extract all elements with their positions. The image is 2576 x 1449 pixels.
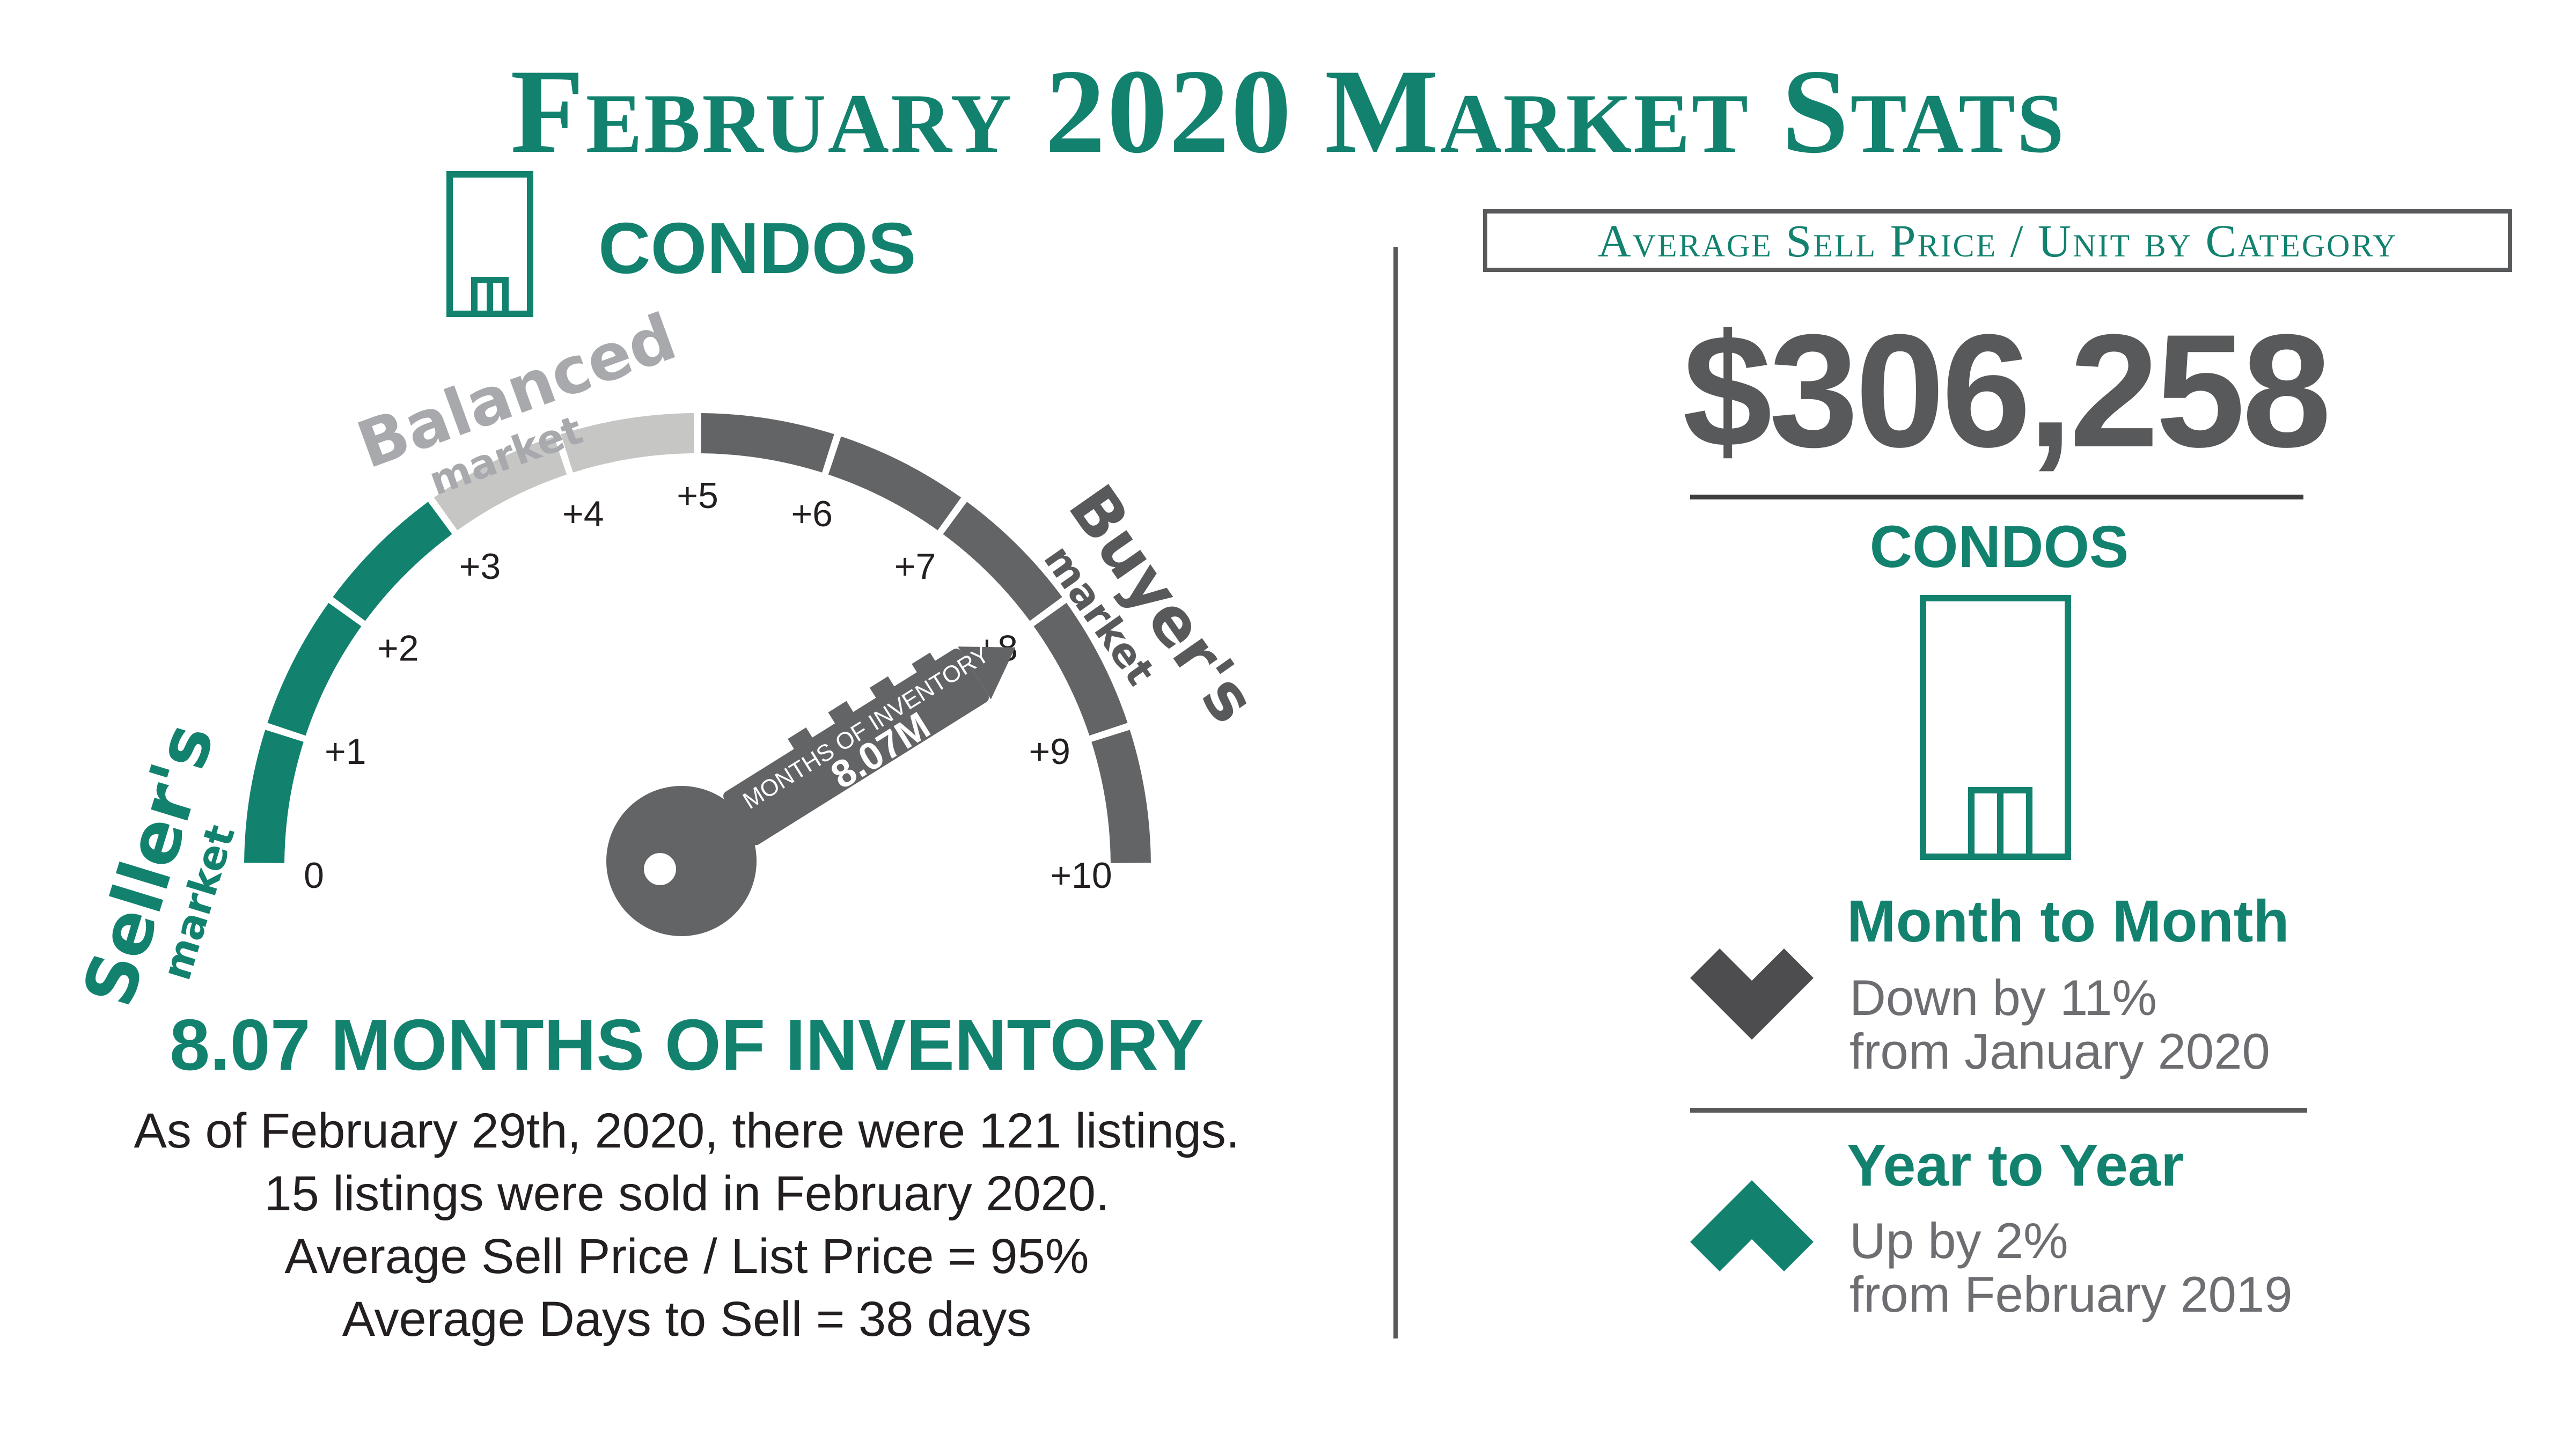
gauge-tick-label: +7 (894, 546, 936, 587)
gauge-tick-label: +2 (377, 628, 419, 668)
detail-line: As of February 29th, 2020, there were 12… (134, 1104, 1240, 1158)
month-to-month-change: Down by 11% (1850, 969, 2157, 1026)
year-to-year-title: Year to Year (1847, 1132, 2184, 1198)
average-sell-price: $306,258 (1683, 300, 2331, 481)
condo-building-icon (1920, 595, 2071, 860)
gauge-segment (434, 436, 567, 531)
gauge-tick-label: +5 (677, 475, 718, 516)
month-to-month-period: from January 2020 (1850, 1023, 2270, 1079)
gauge-tick-label: +3 (459, 546, 501, 587)
gauge-segment (1033, 602, 1128, 736)
condo-building-icon (446, 171, 533, 317)
month-to-month-text: Down by 11% from January 2020 (1850, 971, 2270, 1078)
gauge-segment (943, 502, 1062, 621)
detail-line: 15 listings were sold in February 2020. (264, 1166, 1110, 1221)
price-divider (1690, 495, 2303, 499)
gauge-segment (828, 436, 962, 531)
gauge-segment (1091, 730, 1151, 863)
year-to-year-period: from February 2019 (1850, 1266, 2293, 1322)
vertical-divider (1393, 247, 1398, 1338)
inventory-heading: 8.07 MONTHS OF INVENTORY (170, 1004, 1204, 1085)
year-to-year-change: Up by 2% (1850, 1212, 2068, 1269)
gauge-segment (701, 413, 834, 473)
gauge-tick-label: +4 (562, 494, 604, 534)
market-gauge: 0+1+2+3+4+5+6+7+8+9+10 Seller's market B… (67, 171, 1270, 1015)
category-heading-left: CONDOS (598, 208, 916, 289)
section-divider (1690, 1108, 2307, 1113)
category-heading-right: CONDOS (1869, 514, 2129, 580)
inventory-details: As of February 29th, 2020, there were 12… (0, 1100, 1374, 1351)
gauge-tick-label: +9 (1029, 731, 1070, 772)
gauge-segment (267, 602, 362, 736)
gauge-tick-label: +1 (325, 731, 366, 772)
month-to-month-title: Month to Month (1847, 888, 2289, 954)
year-to-year-text: Up by 2% from February 2019 (1850, 1214, 2292, 1321)
gauge-segment (333, 502, 452, 621)
gauge-tick-label: 0 (304, 855, 324, 896)
price-category-box: Average Sell Price / Unit by Category (1483, 209, 2512, 272)
gauge-tick-label: +10 (1050, 855, 1112, 896)
key-pointer-icon: MONTHS OF INVENTORY 8.07M (606, 641, 1016, 936)
gauge-segment (244, 730, 304, 863)
gauge-tick-labels: 0+1+2+3+4+5+6+7+8+9+10 (304, 475, 1112, 896)
chevron-up-icon (1690, 1180, 1814, 1271)
chevron-down-icon (1690, 948, 1814, 1040)
key-label: MONTHS OF INVENTORY (738, 641, 994, 814)
detail-line: Average Days to Sell = 38 days (342, 1292, 1032, 1347)
detail-line: Average Sell Price / List Price = 95% (284, 1229, 1089, 1284)
gauge-segment (561, 413, 694, 473)
gauge-segments (244, 413, 1151, 863)
page-title: February 2020 Market Stats (510, 44, 2066, 178)
gauge-tick-label: +6 (791, 494, 833, 534)
